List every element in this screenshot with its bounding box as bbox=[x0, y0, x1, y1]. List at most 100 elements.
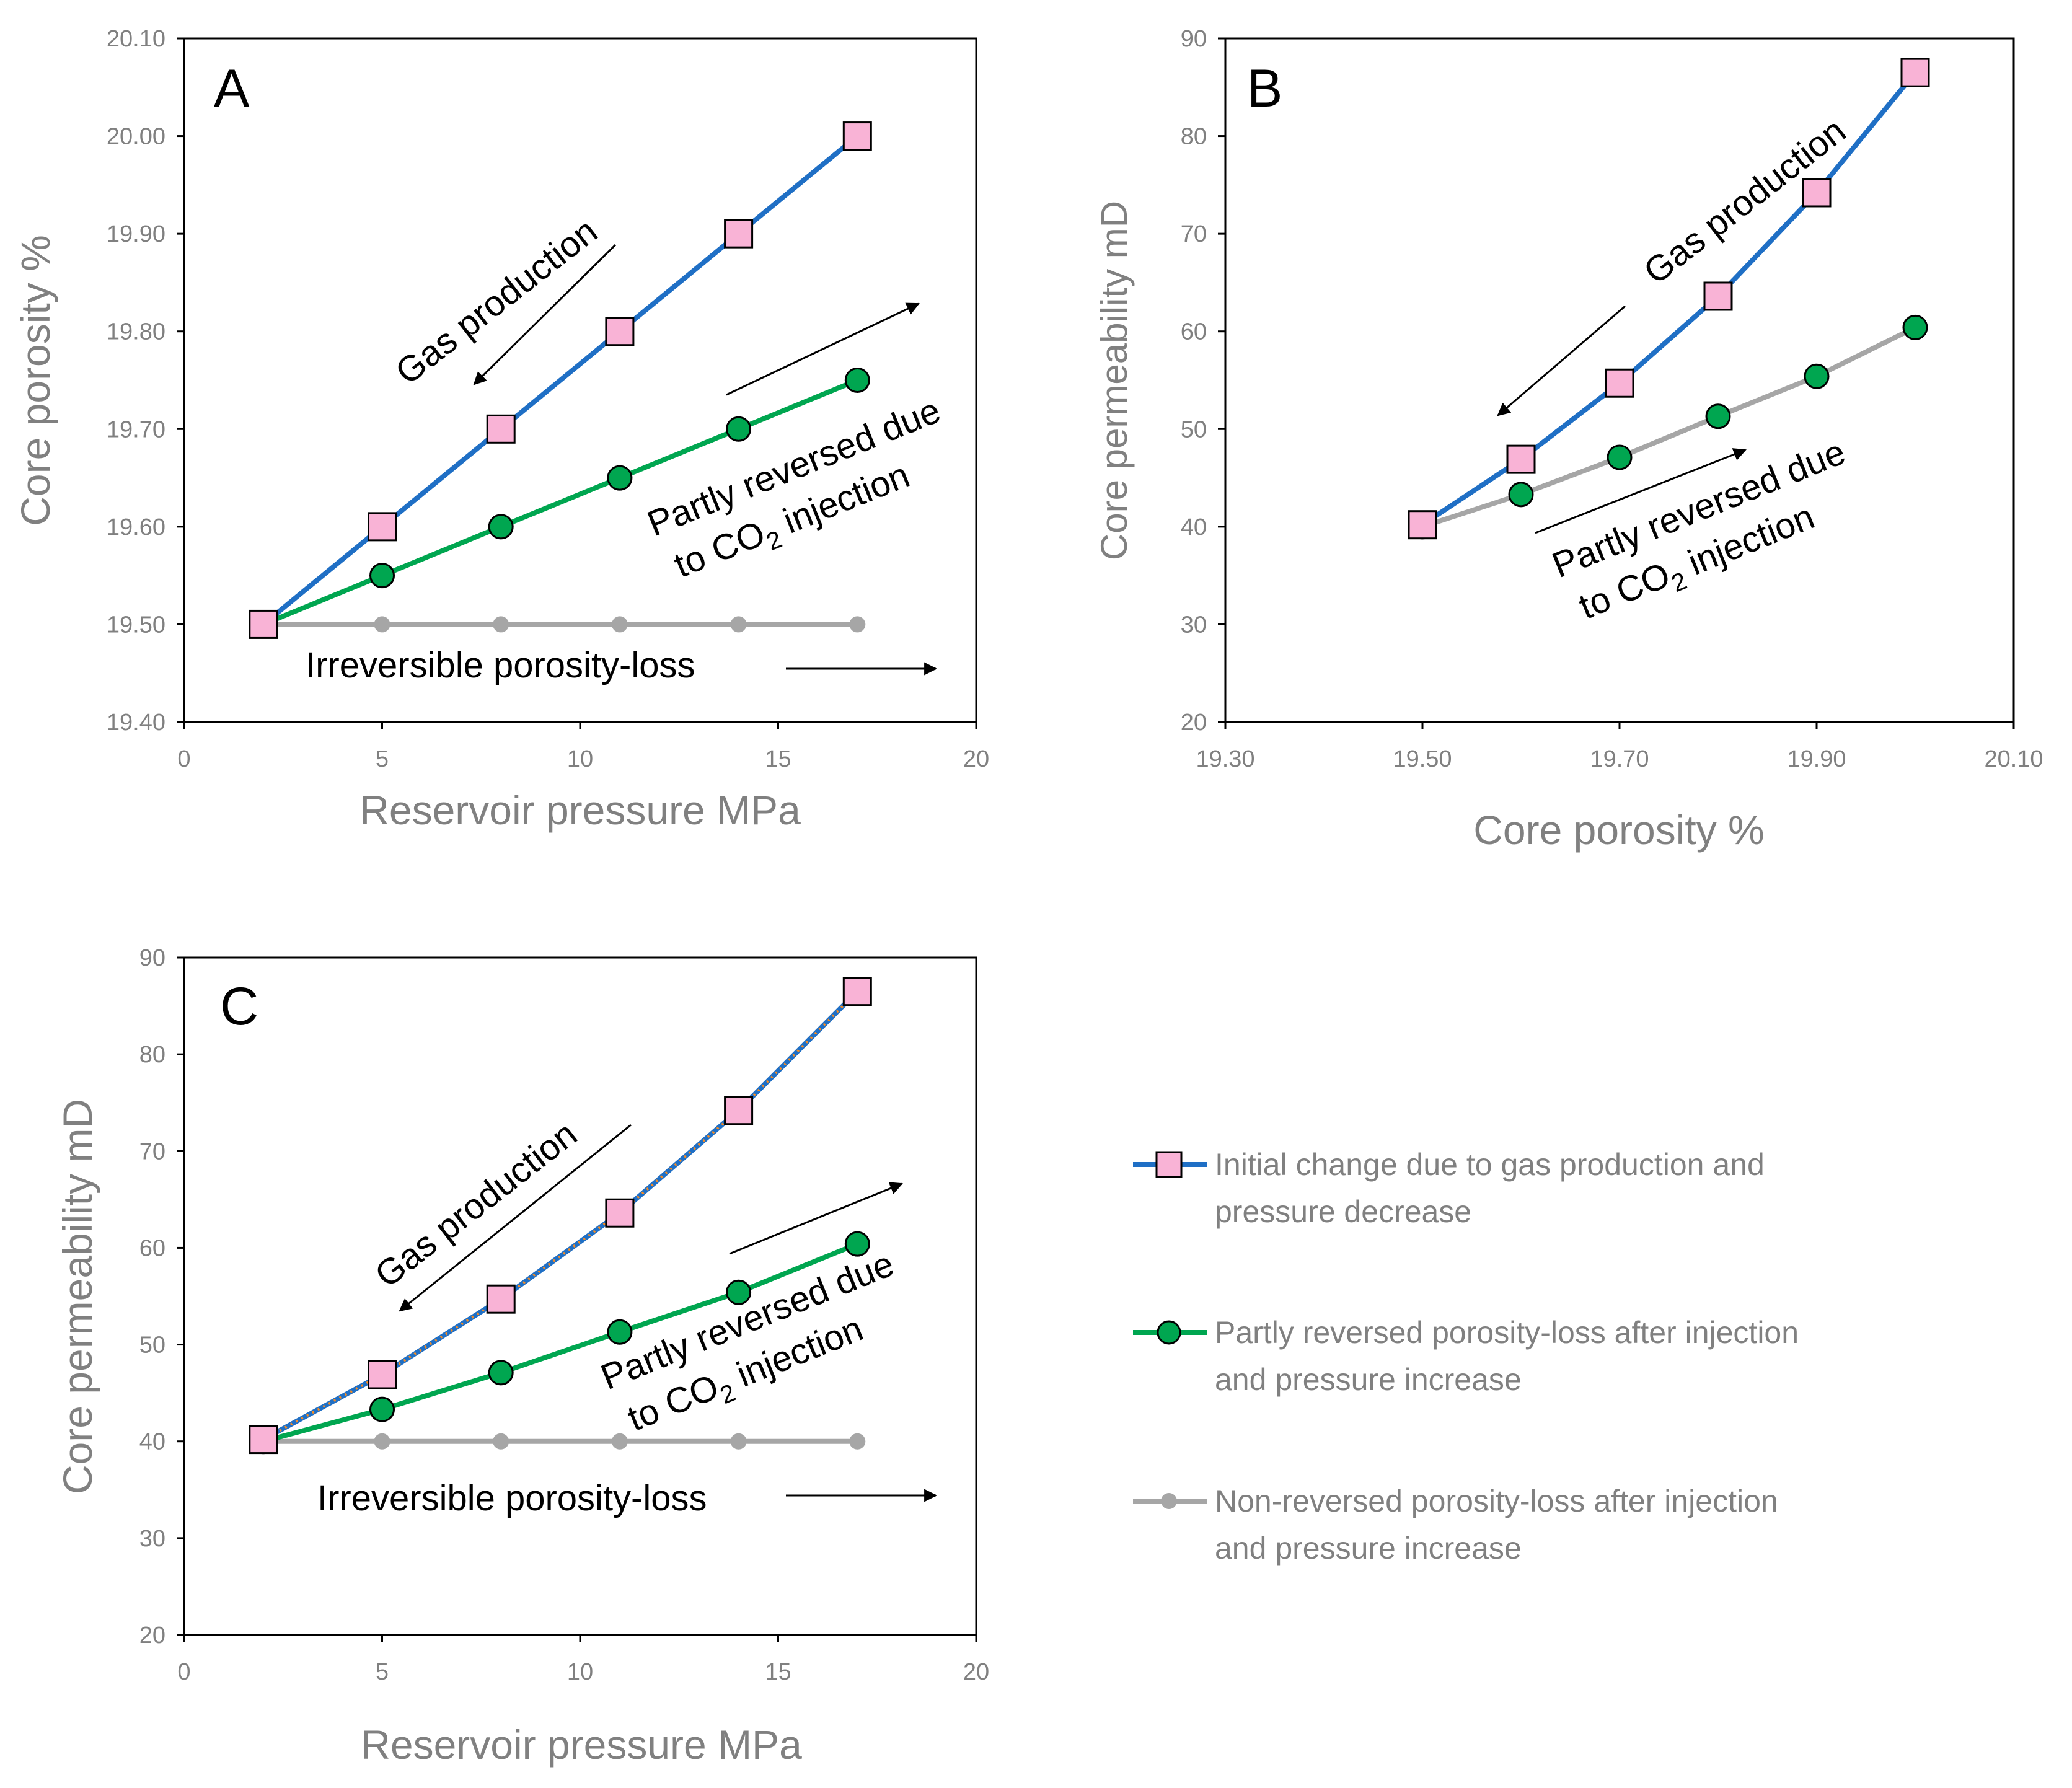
legend-label-line2: and pressure increase bbox=[1215, 1362, 1522, 1397]
x-tick-label: 20 bbox=[963, 746, 989, 772]
data-point-dot bbox=[374, 616, 390, 633]
data-point-square bbox=[368, 1360, 397, 1389]
data-point-square bbox=[605, 317, 635, 346]
y-tick-label: 80 bbox=[1181, 124, 1207, 150]
panel-b-letter: B bbox=[1247, 59, 1282, 118]
panel-a-partly-arrow bbox=[726, 302, 920, 396]
x-tick-label: 19.30 bbox=[1196, 746, 1254, 772]
data-point-square bbox=[249, 609, 278, 639]
data-point-dot bbox=[493, 1433, 509, 1450]
panel-a-gas-production-label: Gas production bbox=[388, 211, 605, 392]
data-point-circle bbox=[607, 465, 633, 491]
series-line-circle bbox=[1421, 325, 1916, 529]
panel-a-series bbox=[249, 121, 872, 639]
y-tick-label: 40 bbox=[139, 1429, 165, 1455]
x-tick-label: 19.50 bbox=[1393, 746, 1452, 772]
panel-c-x-axis-title: Reservoir pressure MPa bbox=[361, 1722, 802, 1768]
data-point-circle bbox=[726, 416, 752, 442]
data-point-circle bbox=[488, 1360, 514, 1386]
data-point-square bbox=[1703, 281, 1733, 311]
data-point-circle bbox=[1902, 314, 1928, 340]
data-point-square bbox=[1802, 178, 1832, 208]
panel-c-series bbox=[249, 977, 872, 1455]
y-tick-label: 90 bbox=[139, 945, 165, 971]
panel-a-y-axis-title: Core porosity % bbox=[12, 235, 58, 526]
data-point-square bbox=[1408, 510, 1437, 540]
panel-a-letter: A bbox=[214, 59, 250, 118]
y-tick-label: 19.40 bbox=[107, 710, 165, 736]
y-tick-label: 40 bbox=[1181, 514, 1207, 540]
data-point-square bbox=[486, 414, 516, 444]
data-point-dot bbox=[730, 616, 747, 633]
x-tick-label: 20.10 bbox=[1984, 746, 2043, 772]
x-tick-label: 0 bbox=[177, 746, 190, 772]
panel-c-irreversible-label: Irreversible porosity-loss bbox=[317, 1478, 707, 1518]
y-tick-label: 70 bbox=[139, 1138, 165, 1165]
data-point-circle bbox=[1508, 482, 1534, 508]
data-point-circle bbox=[844, 1231, 870, 1257]
panel-c-x-ticks: 0 5 10 15 20 bbox=[177, 1635, 989, 1685]
x-tick-label: 5 bbox=[376, 746, 389, 772]
y-tick-label: 20 bbox=[1181, 710, 1207, 736]
data-point-circle bbox=[488, 514, 514, 540]
x-tick-label: 15 bbox=[765, 746, 791, 772]
panel-c-gas-production-label: Gas production bbox=[368, 1114, 584, 1295]
data-point-circle bbox=[1607, 444, 1633, 470]
data-point-square bbox=[842, 977, 872, 1006]
y-tick-label: 80 bbox=[139, 1042, 165, 1068]
data-point-square bbox=[724, 219, 754, 249]
x-tick-label: 5 bbox=[376, 1659, 389, 1685]
series-line-circle bbox=[262, 1241, 858, 1444]
panel-b-partly-label: Partly reversed due to CO2 injection bbox=[1547, 431, 1851, 627]
legend-item: Partly reversed porosity-loss after inje… bbox=[1133, 1315, 1799, 1397]
data-point-dot bbox=[849, 616, 866, 633]
series-line-square bbox=[1421, 71, 1918, 527]
panel-b-gas-arrow bbox=[1497, 305, 1626, 416]
panel-a-y-ticks: 19.40 19.50 19.60 19.70 19.80 19.90 20.00 20.10 bbox=[107, 26, 184, 736]
legend-label-line1: Non-reversed porosity-loss after injecti… bbox=[1215, 1484, 1778, 1518]
legend-label-line1: Partly reversed porosity-loss after inje… bbox=[1215, 1315, 1799, 1350]
panel-a-x-ticks: 0 5 10 15 20 bbox=[177, 722, 989, 772]
x-tick-label: 10 bbox=[567, 746, 593, 772]
panel-c: C 20 30 40 50 60 70 80 90 0 5 10 15 20 Reservoir pr… bbox=[55, 945, 989, 1768]
data-point-circle bbox=[844, 368, 870, 393]
x-tick-label: 19.70 bbox=[1590, 746, 1649, 772]
data-point-square bbox=[368, 512, 397, 542]
panel-a: A 19.40 19.50 19.60 19.70 19.80 19.90 20.00 20.… bbox=[12, 26, 989, 833]
panel-b-y-ticks: 20 30 40 50 60 70 80 90 bbox=[1181, 26, 1225, 736]
series-line-square bbox=[262, 134, 859, 627]
y-tick-label: 50 bbox=[139, 1332, 165, 1359]
legend: Initial change due to gas production and… bbox=[1133, 1147, 1799, 1566]
panel-b-x-ticks: 19.30 19.50 19.70 19.90 20.10 bbox=[1196, 722, 2043, 772]
legend-label-line2: pressure decrease bbox=[1215, 1194, 1471, 1229]
y-tick-label: 20.10 bbox=[107, 26, 165, 52]
panel-a-irreversible-label: Irreversible porosity-loss bbox=[306, 645, 695, 685]
data-point-circle bbox=[607, 1319, 633, 1345]
x-tick-label: 15 bbox=[765, 1659, 791, 1685]
data-point-dot bbox=[849, 1433, 866, 1450]
y-tick-label: 19.60 bbox=[107, 514, 165, 540]
legend-label-line2: and pressure increase bbox=[1215, 1531, 1522, 1566]
y-tick-label: 19.70 bbox=[107, 416, 165, 443]
panel-a-partly-label: Partly reversed due to CO2 injection bbox=[642, 390, 946, 585]
y-tick-label: 50 bbox=[1181, 416, 1207, 443]
y-tick-label: 30 bbox=[1181, 612, 1207, 638]
panel-a-x-axis-title: Reservoir pressure MPa bbox=[359, 787, 801, 833]
data-point-dot bbox=[493, 616, 509, 633]
y-tick-label: 19.50 bbox=[107, 612, 165, 638]
data-point-circle bbox=[369, 563, 395, 589]
panel-c-y-axis-title: Core permeability mD bbox=[55, 1099, 100, 1494]
y-tick-label: 20.00 bbox=[107, 124, 165, 150]
data-point-dot bbox=[611, 1433, 628, 1450]
y-tick-label: 60 bbox=[1181, 319, 1207, 345]
data-point-square bbox=[842, 121, 872, 151]
panel-b-y-axis-title: Core permeability mD bbox=[1093, 201, 1135, 560]
trendline-dotted bbox=[262, 990, 858, 1441]
y-tick-label: 19.90 bbox=[107, 221, 165, 247]
panel-c-partly-arrow bbox=[729, 1182, 903, 1255]
legend-label-line1: Initial change due to gas production and bbox=[1215, 1147, 1765, 1182]
panel-c-y-ticks: 20 30 40 50 60 70 80 90 bbox=[139, 945, 184, 1649]
panel-b-x-axis-title: Core porosity % bbox=[1473, 807, 1765, 853]
data-point-circle bbox=[1705, 403, 1731, 429]
